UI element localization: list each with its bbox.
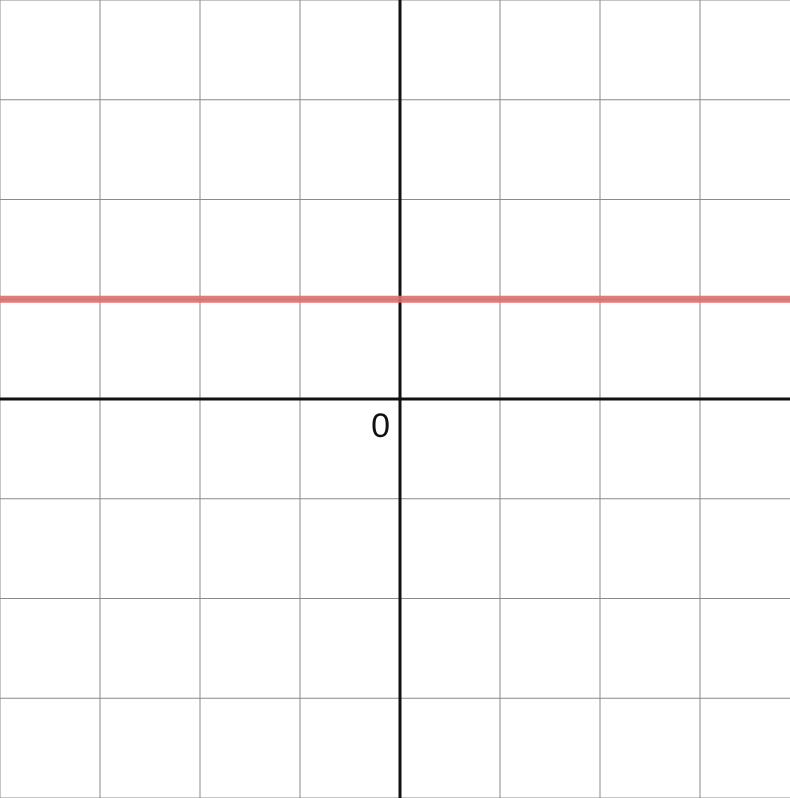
origin-tick-label: 0 [371,407,390,445]
